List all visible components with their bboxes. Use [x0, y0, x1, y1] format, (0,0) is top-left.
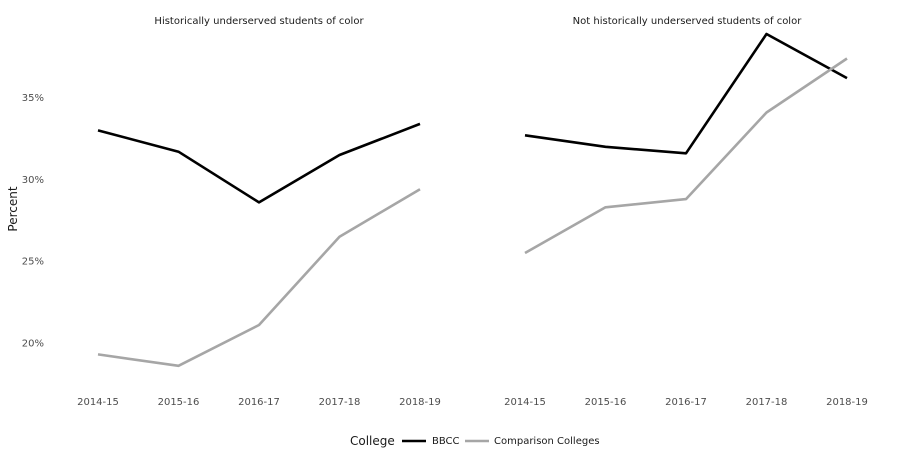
y-tick-label: 25%: [22, 257, 44, 268]
x-tick-label: 2016-17: [238, 397, 280, 408]
y-axis-label: Percent: [6, 186, 20, 231]
series-line-bbcc: [524, 32, 848, 155]
legend-label-comparison: Comparison Colleges: [494, 436, 600, 447]
panel-title: Historically underserved students of col…: [154, 16, 364, 27]
series-line-comparison-colleges: [524, 57, 848, 255]
x-tick-label: 2017-18: [319, 397, 361, 408]
y-tick-label: 35%: [22, 93, 44, 104]
x-tick-label: 2014-15: [504, 397, 546, 408]
panel-historically-underserved: Historically underserved students of col…: [77, 16, 441, 408]
x-tick-label: 2016-17: [665, 397, 707, 408]
legend-title: College: [350, 434, 395, 448]
x-tick-label: 2015-16: [158, 397, 200, 408]
y-tick-label: 20%: [22, 338, 44, 349]
y-tick-label: 30%: [22, 175, 44, 186]
panel-not-historically-underserved: Not historically underserved students of…: [504, 16, 868, 408]
x-tick-label: 2014-15: [77, 397, 119, 408]
x-tick-label: 2018-19: [399, 397, 441, 408]
legend: College BBCC Comparison Colleges: [350, 434, 600, 448]
series-line-bbcc: [97, 122, 421, 204]
x-tick-label: 2015-16: [585, 397, 627, 408]
panel-title: Not historically underserved students of…: [573, 16, 803, 27]
x-tick-label: 2017-18: [746, 397, 788, 408]
y-axis: 20% 25% 30% 35%: [22, 93, 44, 349]
series-line-comparison-colleges: [97, 188, 421, 368]
x-tick-label: 2018-19: [826, 397, 868, 408]
legend-label-bbcc: BBCC: [432, 436, 460, 447]
